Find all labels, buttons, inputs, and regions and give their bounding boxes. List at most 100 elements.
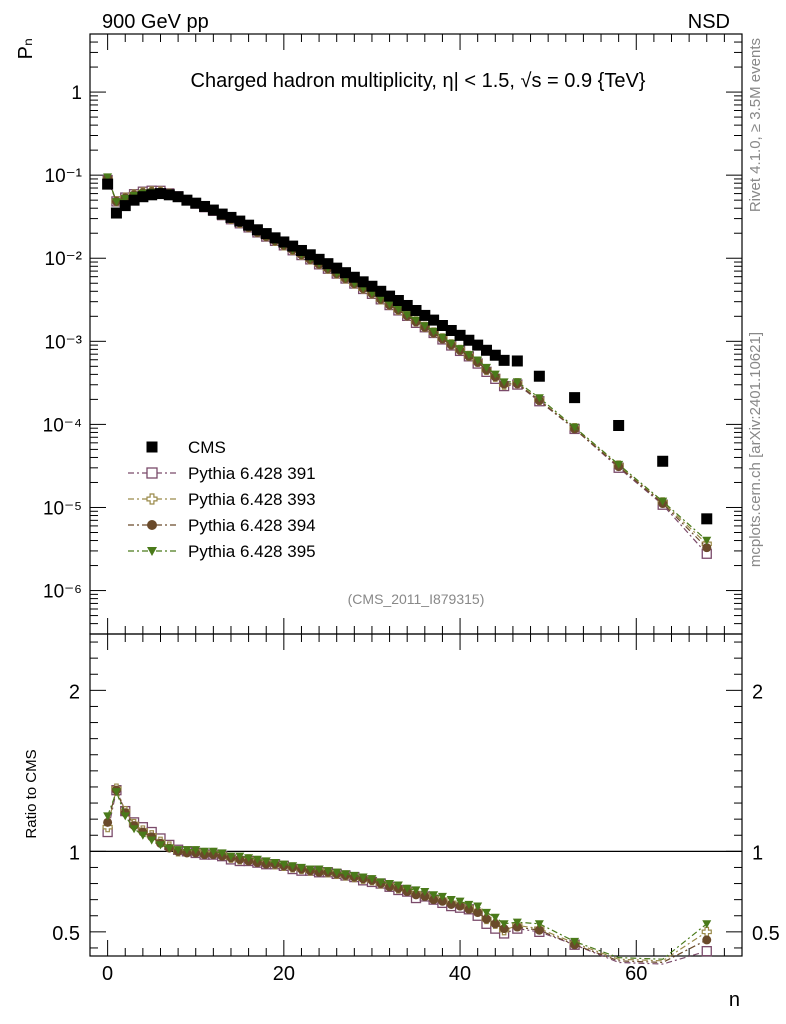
mc-point [570, 423, 580, 432]
cms-data-point [322, 258, 334, 270]
mc-point [490, 370, 500, 379]
ratio-point [534, 920, 544, 929]
mc-point [385, 300, 395, 309]
ratio-point [455, 897, 465, 906]
ratio-point [512, 918, 522, 927]
cms-data-point [428, 314, 440, 326]
ratio-point [314, 865, 324, 874]
mc-point [473, 356, 483, 365]
ratio-point [182, 846, 192, 855]
ratio-point [393, 881, 403, 890]
mc-point [614, 460, 624, 469]
cms-data-point [569, 392, 581, 404]
mc-point [464, 351, 474, 360]
ratio-y-tick-label-left: 1 [69, 842, 80, 864]
ratio-point [129, 825, 139, 834]
cms-data-point [340, 267, 352, 279]
ratio-point [358, 873, 368, 882]
ratio-point [173, 846, 183, 855]
ratio-point [446, 896, 456, 905]
ratio-point [437, 892, 447, 901]
ratio-point [103, 817, 113, 827]
ratio-point [296, 863, 306, 872]
cms-data-point [225, 211, 237, 223]
cms-data-point [313, 253, 325, 265]
cms-data-point [498, 354, 510, 366]
ratio-y-tick-label-right: 1 [752, 842, 763, 864]
ratio-point [252, 855, 262, 864]
mc-point [420, 322, 430, 331]
y-tick-label: 10⁻⁵ [43, 498, 82, 519]
ratio-point [464, 900, 474, 909]
cms-data-point [410, 304, 422, 316]
legend-label: Pythia 6.428 391 [188, 464, 316, 483]
ratio-point [217, 849, 227, 858]
mc-point [437, 333, 447, 342]
ratio-y-tick-label-left: 0.5 [52, 923, 80, 945]
x-tick-label: 60 [625, 963, 647, 985]
ratio-point [200, 847, 210, 856]
rivet-version-label: Rivet 4.1.0, ≥ 3.5M events [747, 38, 764, 212]
mc-point [402, 311, 412, 320]
ratio-y-axis-title: Ratio to CMS [23, 749, 40, 838]
cms-data-point [278, 236, 290, 248]
ratio-point [147, 836, 157, 845]
analysis-id-label: (CMS_2011_I879315) [348, 591, 485, 607]
ratio-point [420, 891, 430, 901]
cms-data-point [304, 249, 316, 261]
cms-data-point [172, 191, 184, 203]
cms-data-point [613, 419, 625, 431]
ratio-axis-ticks: 0.5 0.51 12 20 20 40 60 [52, 634, 780, 985]
cms-data-point [375, 285, 387, 297]
cms-data-point [401, 299, 413, 311]
cms-data-point [480, 344, 492, 356]
ratio-point [103, 812, 113, 821]
ratio-point [570, 937, 580, 947]
ratio-point [155, 841, 165, 850]
ratio-point [490, 919, 500, 929]
mc-point [481, 363, 491, 373]
mc-point [120, 194, 130, 203]
cms-data-point [533, 370, 545, 382]
cms-data-point [154, 188, 166, 200]
cms-data-point [454, 329, 466, 341]
cms-data-point [243, 219, 255, 231]
ratio-point [244, 854, 254, 863]
ratio-point [455, 901, 465, 911]
header-left: 900 GeV pp [102, 11, 209, 33]
cms-data-point [146, 189, 158, 201]
mc-point [393, 305, 403, 314]
cms-data-point [657, 455, 669, 467]
ratio-point [270, 859, 280, 868]
cms-data-point [260, 228, 272, 240]
ratio-point [437, 896, 447, 906]
ratio-point [446, 899, 456, 909]
ratio-point [111, 788, 121, 797]
ratio-y-tick-label-left: 2 [69, 681, 80, 703]
cms-data-point [463, 334, 475, 346]
mc-point [376, 295, 386, 304]
ratio-point [288, 862, 298, 871]
legend-marker [147, 520, 157, 530]
ratio-point [411, 890, 421, 900]
legend-marker [146, 467, 158, 479]
ratio-point [305, 865, 315, 874]
y-tick-label: 10⁻⁶ [43, 582, 82, 603]
legend-label: Pythia 6.428 394 [188, 516, 316, 535]
ratio-line [107, 788, 707, 965]
cms-data-point [489, 349, 501, 361]
legend-label: CMS [188, 438, 226, 457]
cms-data-point [511, 355, 523, 367]
ratio-point [429, 895, 439, 905]
ratio-point [341, 870, 351, 879]
mc-point [534, 394, 544, 403]
ratio-point [702, 935, 712, 945]
mc-point [455, 345, 465, 354]
ratio-point [138, 831, 148, 840]
cms-data-point [216, 208, 228, 220]
ratio-point [376, 878, 386, 887]
cms-data-point [102, 178, 114, 190]
ratio-point [261, 857, 271, 866]
mc-line [107, 176, 708, 541]
cms-data-point [331, 262, 343, 274]
